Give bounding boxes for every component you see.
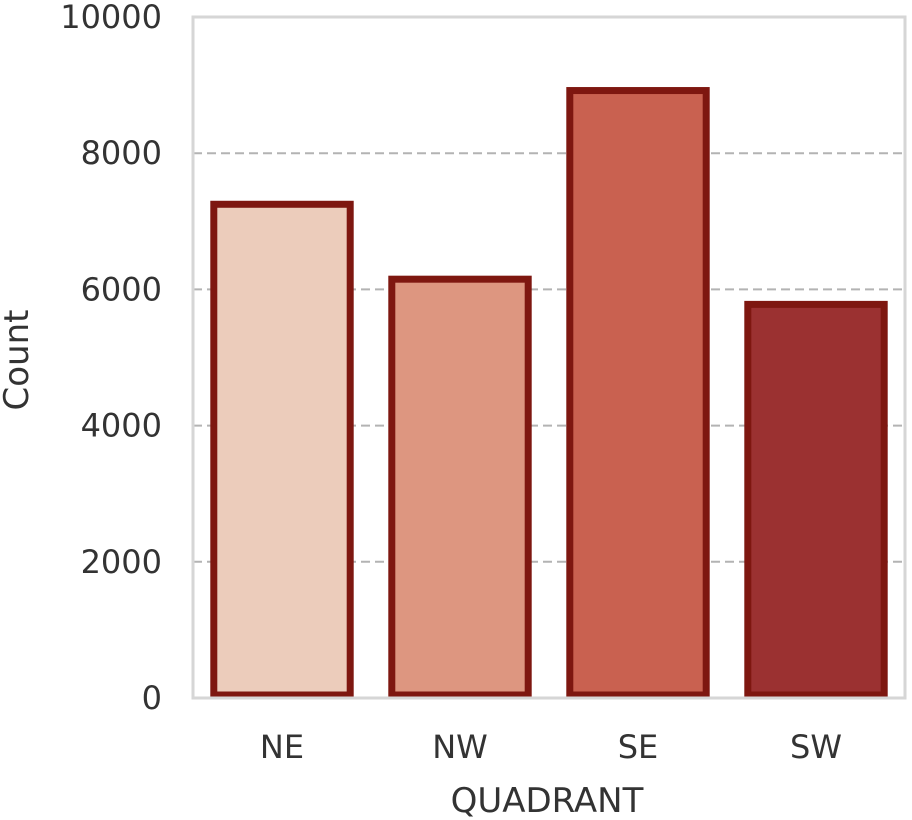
bars — [210, 87, 888, 699]
x-tick-label-ne: NE — [260, 728, 304, 766]
bar-nw — [388, 275, 532, 699]
y-tick-label: 10000 — [60, 0, 162, 36]
x-tick-label-se: SE — [618, 728, 659, 766]
x-tick-label-sw: SW — [790, 728, 842, 766]
x-tick-label-nw: NW — [432, 728, 488, 766]
y-axis-title: Count — [0, 310, 37, 411]
bar-ne — [210, 200, 354, 699]
x-tick-labels: NE NW SE SW — [260, 728, 842, 766]
y-tick-label: 0 — [142, 679, 162, 717]
y-tick-label: 4000 — [81, 407, 162, 445]
x-axis-title: QUADRANT — [451, 781, 644, 820]
bar-sw — [744, 300, 888, 699]
plot-frame — [191, 15, 907, 700]
y-tick-label: 6000 — [81, 270, 162, 308]
y-tick-label: 2000 — [81, 543, 162, 581]
y-tick-label: 8000 — [81, 134, 162, 172]
y-tick-labels: 0 2000 4000 6000 8000 10000 — [60, 0, 162, 717]
bar-se — [566, 87, 710, 699]
